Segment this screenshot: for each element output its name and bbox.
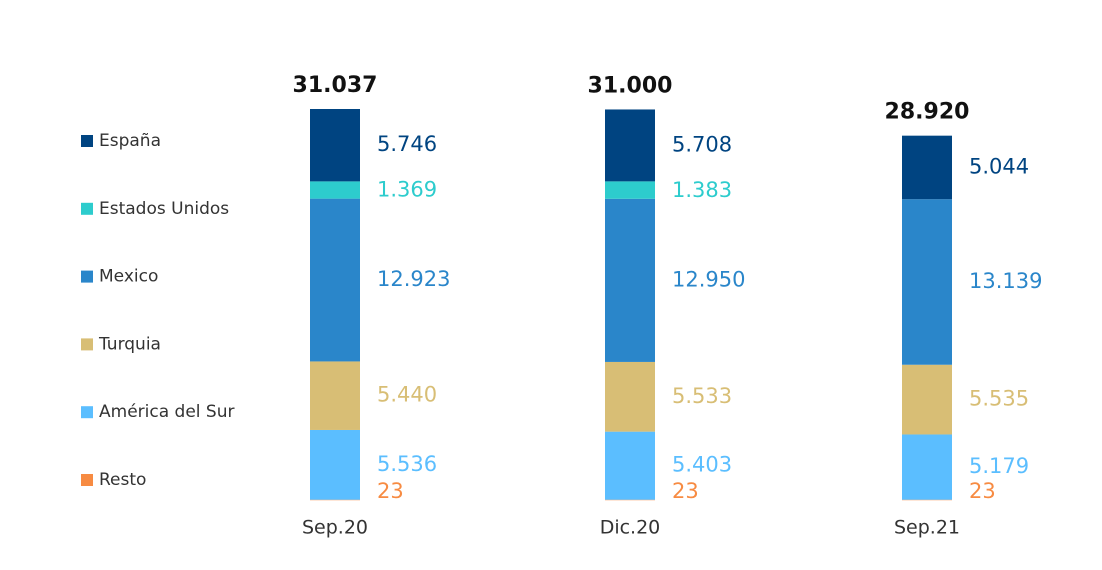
bar-segment [310, 361, 360, 430]
bar-segment [310, 429, 360, 500]
bar-segment [310, 109, 360, 182]
legend-swatch [81, 338, 93, 351]
legend-label: Turquia [98, 334, 161, 354]
value-label: 12.923 [377, 267, 450, 291]
x-tick-label: Sep.20 [302, 517, 368, 539]
legend-swatch [81, 135, 93, 147]
total-label: 28.920 [885, 100, 970, 125]
value-label: 1.383 [672, 178, 732, 202]
value-label: 5.536 [377, 452, 437, 476]
legend-swatch [81, 202, 93, 215]
value-label: 5.533 [672, 384, 732, 408]
bar-segment [605, 431, 655, 500]
value-label: 13.139 [969, 269, 1042, 293]
value-label: 5.179 [969, 454, 1029, 478]
total-label: 31.037 [293, 73, 378, 98]
legend-label: Estados Unidos [99, 199, 229, 219]
bar-segment [605, 181, 655, 199]
bar-segment [605, 499, 655, 501]
legend-label: Resto [99, 470, 146, 490]
value-label: 5.403 [672, 453, 732, 477]
bar-segment [902, 434, 952, 500]
value-label: 23 [672, 479, 699, 503]
value-label: 5.535 [969, 387, 1029, 411]
total-label: 31.000 [588, 73, 673, 98]
x-tick-label: Sep.21 [894, 517, 960, 539]
value-label: 5.044 [969, 154, 1029, 178]
legend-swatch [81, 270, 93, 283]
value-label: 1.369 [377, 178, 437, 202]
value-label: 23 [377, 479, 404, 503]
legend-label: Mexico [99, 267, 158, 287]
bar-segment [902, 135, 952, 200]
value-label: 12.950 [672, 267, 745, 291]
bar-segment [605, 361, 655, 432]
value-label: 5.440 [377, 383, 437, 407]
bar-segment [310, 499, 360, 501]
bar-segment [310, 198, 360, 362]
legend-swatch [81, 474, 93, 486]
legend-label: América del Sur [99, 402, 234, 422]
value-label: 5.746 [377, 132, 437, 156]
bar-segment [902, 364, 952, 435]
bar-segment [902, 499, 952, 501]
bar-segment [310, 181, 360, 199]
value-label: 5.708 [672, 132, 732, 156]
legend-swatch [81, 406, 93, 419]
legend-label: España [99, 131, 161, 151]
value-label: 23 [969, 479, 996, 503]
bar-segment [605, 109, 655, 182]
x-tick-label: Dic.20 [600, 517, 661, 539]
bar-segment [902, 199, 952, 365]
bar-segment [605, 198, 655, 362]
